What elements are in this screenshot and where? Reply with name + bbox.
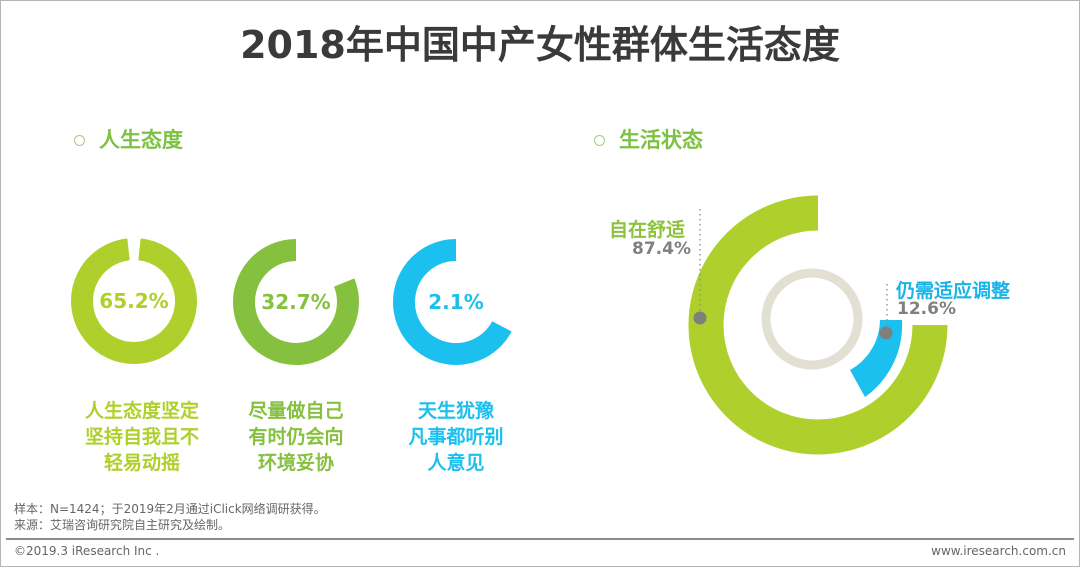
page-title: 2018年中国中产女性群体生活态度 <box>240 23 840 67</box>
ring-label-hesitant: 天生犹豫 凡事都听别 人意见 <box>376 398 536 476</box>
marker-dot <box>879 326 893 340</box>
donut-ring-graphic <box>233 239 359 365</box>
donut-ring-compromise: 32.7% <box>226 232 366 372</box>
ring-value: 65.2% <box>99 289 169 313</box>
circle-bullet-icon <box>74 134 85 146</box>
label-line: 天生犹豫 <box>417 400 494 422</box>
callout-value-adjusting: 12.6% <box>897 299 956 319</box>
ring-label-compromise: 尽量做自己 有时仍会向 环境妥协 <box>216 398 376 476</box>
footer-website-link[interactable]: www.iresearch.com.cn <box>931 544 1066 558</box>
label-line: 轻易动摇 <box>103 452 180 474</box>
label-line: 有时仍会向 <box>248 426 344 448</box>
donut-ring-hesitant: 2.1% <box>386 232 526 372</box>
source-note: 来源：艾瑞咨询研究院自主研究及绘制。 <box>14 518 231 532</box>
label-line: 人意见 <box>427 452 485 474</box>
callout-value-comfortable: 87.4% <box>632 239 691 259</box>
segment-comfortable <box>688 195 948 455</box>
donut-ring-graphic <box>393 239 512 365</box>
section-header-attitude: 人生态度 <box>74 124 183 154</box>
donut-ring-graphic <box>71 238 197 364</box>
sample-note: 样本：N=1424；于2019年2月通过iClick网络调研获得。 <box>14 502 326 516</box>
label-line: 人生态度坚定 <box>84 400 199 422</box>
footer-copyright: ©2019.3 iResearch Inc . <box>14 544 160 558</box>
segment-adjusting <box>850 320 903 397</box>
section-header-life-state: 生活状态 <box>594 124 703 154</box>
footer-divider <box>6 538 1074 540</box>
ring-label-firm: 人生态度坚定 坚持自我且不 轻易动摇 <box>62 398 222 476</box>
label-line: 尽量做自己 <box>248 400 344 422</box>
label-line: 坚持自我且不 <box>84 426 199 448</box>
circle-bullet-icon <box>594 134 605 146</box>
section-header-label: 生活状态 <box>619 128 703 152</box>
ring-value: 2.1% <box>428 290 484 314</box>
donut-ring-firm: 65.2% <box>64 231 204 371</box>
label-line: 凡事都听别 <box>408 426 504 448</box>
label-line: 环境妥协 <box>257 452 334 474</box>
marker-dot <box>693 311 707 325</box>
center-ring <box>761 268 863 370</box>
callout-name-comfortable: 自在舒适 <box>609 219 686 241</box>
callout-name-adjusting: 仍需适应调整 <box>896 280 1011 302</box>
ring-value: 32.7% <box>261 290 331 314</box>
section-header-label: 人生态度 <box>99 128 183 152</box>
